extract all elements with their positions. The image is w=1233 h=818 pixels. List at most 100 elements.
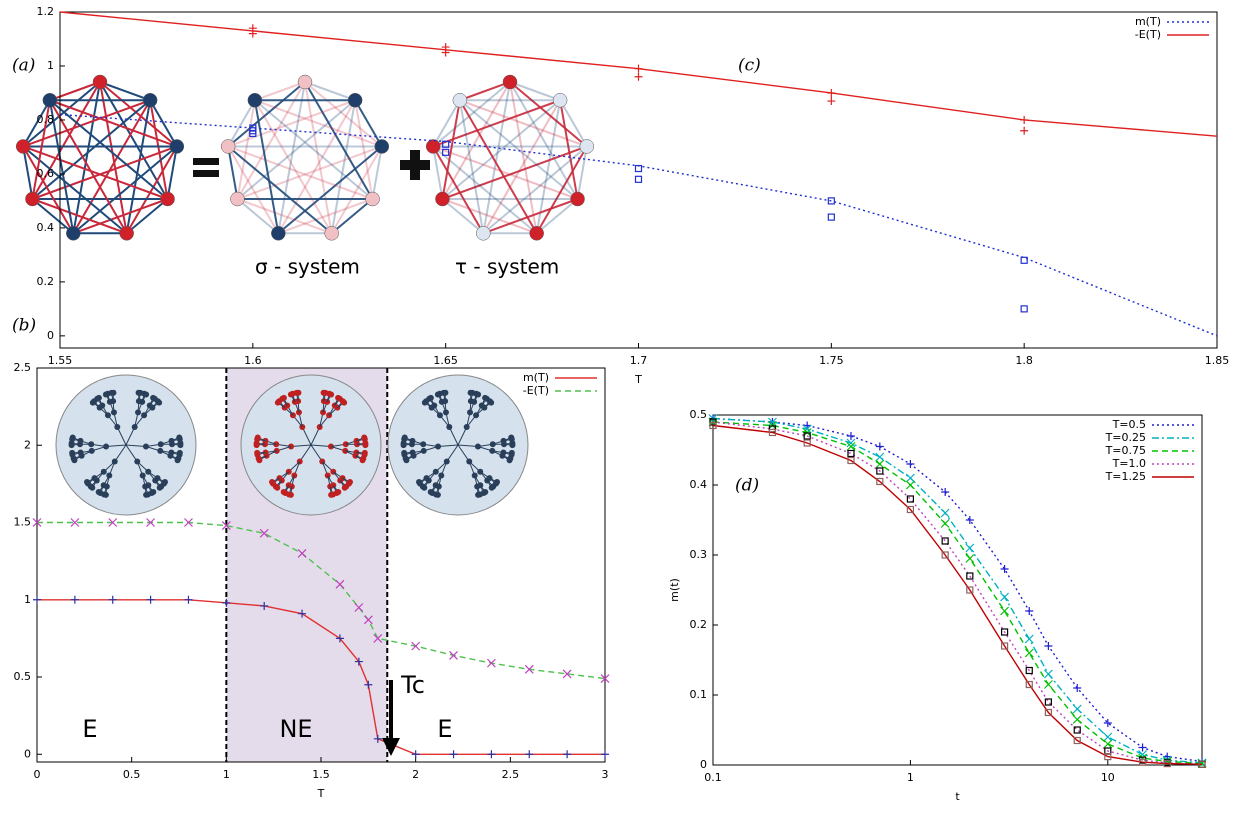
marker <box>827 97 835 105</box>
network-edge <box>100 82 150 100</box>
y-tick-label: 0.2 <box>37 275 55 288</box>
annotation: E <box>82 715 97 743</box>
marker <box>876 460 884 468</box>
tree-node <box>475 492 481 498</box>
x-tick-label: 1.6 <box>244 354 262 367</box>
marker <box>1025 607 1033 615</box>
tree-node <box>428 489 434 495</box>
tree-node <box>70 434 76 440</box>
x-tick-label: 2 <box>412 768 419 781</box>
y-tick-label: 1 <box>24 593 31 606</box>
tree-node <box>509 442 515 448</box>
tree-node <box>442 390 448 396</box>
network-edge <box>510 82 560 100</box>
tree-node <box>84 479 90 485</box>
network-node <box>435 192 449 206</box>
network-edge <box>255 82 305 100</box>
marker <box>876 443 884 451</box>
tree-node <box>402 434 408 440</box>
marker <box>487 750 495 758</box>
x-tick-label: 1.55 <box>48 354 73 367</box>
network-node <box>375 139 389 153</box>
network-edge <box>460 82 510 100</box>
marker <box>941 509 949 517</box>
network-node <box>16 139 30 153</box>
x-tick-label: 1.75 <box>819 354 844 367</box>
tree-node <box>342 485 348 491</box>
y-tick-label: 0 <box>700 758 707 771</box>
network-node <box>348 93 362 107</box>
x-tick-label: 1.65 <box>433 354 458 367</box>
annotation: NE <box>279 715 312 743</box>
y-tick-label: 0.4 <box>37 221 55 234</box>
marker <box>1104 719 1112 727</box>
tree-node <box>362 442 368 448</box>
plus-sign <box>400 150 430 180</box>
x-tick-label: 10 <box>1101 771 1115 784</box>
tree-node <box>295 390 301 396</box>
marker <box>906 481 914 489</box>
x-tick-label: 0.1 <box>704 771 722 784</box>
marker <box>412 750 420 758</box>
marker <box>184 596 192 604</box>
tree-node <box>143 391 149 397</box>
marker <box>525 750 533 758</box>
legend-label: -E(T) <box>1135 28 1161 41</box>
tree-node <box>177 442 183 448</box>
network-node <box>25 192 39 206</box>
network-node <box>271 226 285 240</box>
tree-node <box>328 391 334 397</box>
marker <box>847 432 855 440</box>
caption: τ - system <box>455 255 559 279</box>
tree-node <box>69 450 75 456</box>
marker <box>1001 607 1009 615</box>
network-node <box>298 75 312 89</box>
marker <box>635 65 643 73</box>
marker <box>828 214 834 220</box>
network-node <box>553 93 567 107</box>
marker <box>1044 670 1052 678</box>
marker <box>848 451 854 457</box>
y-tick-label: 0.2 <box>690 618 708 631</box>
tree-node <box>475 391 481 397</box>
network-edge <box>305 82 355 100</box>
x-tick-label: 1.7 <box>630 354 648 367</box>
x-tick-label: 1.8 <box>1015 354 1033 367</box>
network-edge <box>50 100 177 146</box>
network-node <box>230 192 244 206</box>
network-node <box>453 93 467 107</box>
y-tick-label: 0.5 <box>14 670 32 683</box>
y-tick-label: 1 <box>47 59 54 72</box>
tree-node <box>254 450 260 456</box>
network-edge <box>255 100 382 146</box>
tree-node <box>360 457 366 463</box>
annotation: Tc <box>400 671 425 699</box>
marker <box>1044 642 1052 650</box>
network-node <box>580 139 594 153</box>
marker <box>941 520 949 528</box>
marker <box>450 750 458 758</box>
legend-label: m(T) <box>1135 15 1161 28</box>
marker <box>1025 635 1033 643</box>
tree-node <box>281 395 287 401</box>
network-node <box>93 75 107 89</box>
network-node <box>503 75 517 89</box>
x-axis-label: t <box>955 790 960 803</box>
tree-node <box>328 492 334 498</box>
x-axis-label: T <box>634 373 642 386</box>
tree-node <box>341 400 347 406</box>
network-node <box>161 192 175 206</box>
marker <box>1139 744 1147 752</box>
y-tick-label: 0.5 <box>690 408 708 421</box>
x-tick-label: 0.5 <box>123 768 141 781</box>
network-node <box>221 139 235 153</box>
legend-label: T=1.25 <box>1105 470 1146 483</box>
network-node <box>571 192 585 206</box>
network-node <box>43 93 57 107</box>
marker <box>563 750 571 758</box>
marker <box>147 596 155 604</box>
marker <box>906 460 914 468</box>
marker <box>1073 705 1081 713</box>
network-edge <box>50 82 100 100</box>
